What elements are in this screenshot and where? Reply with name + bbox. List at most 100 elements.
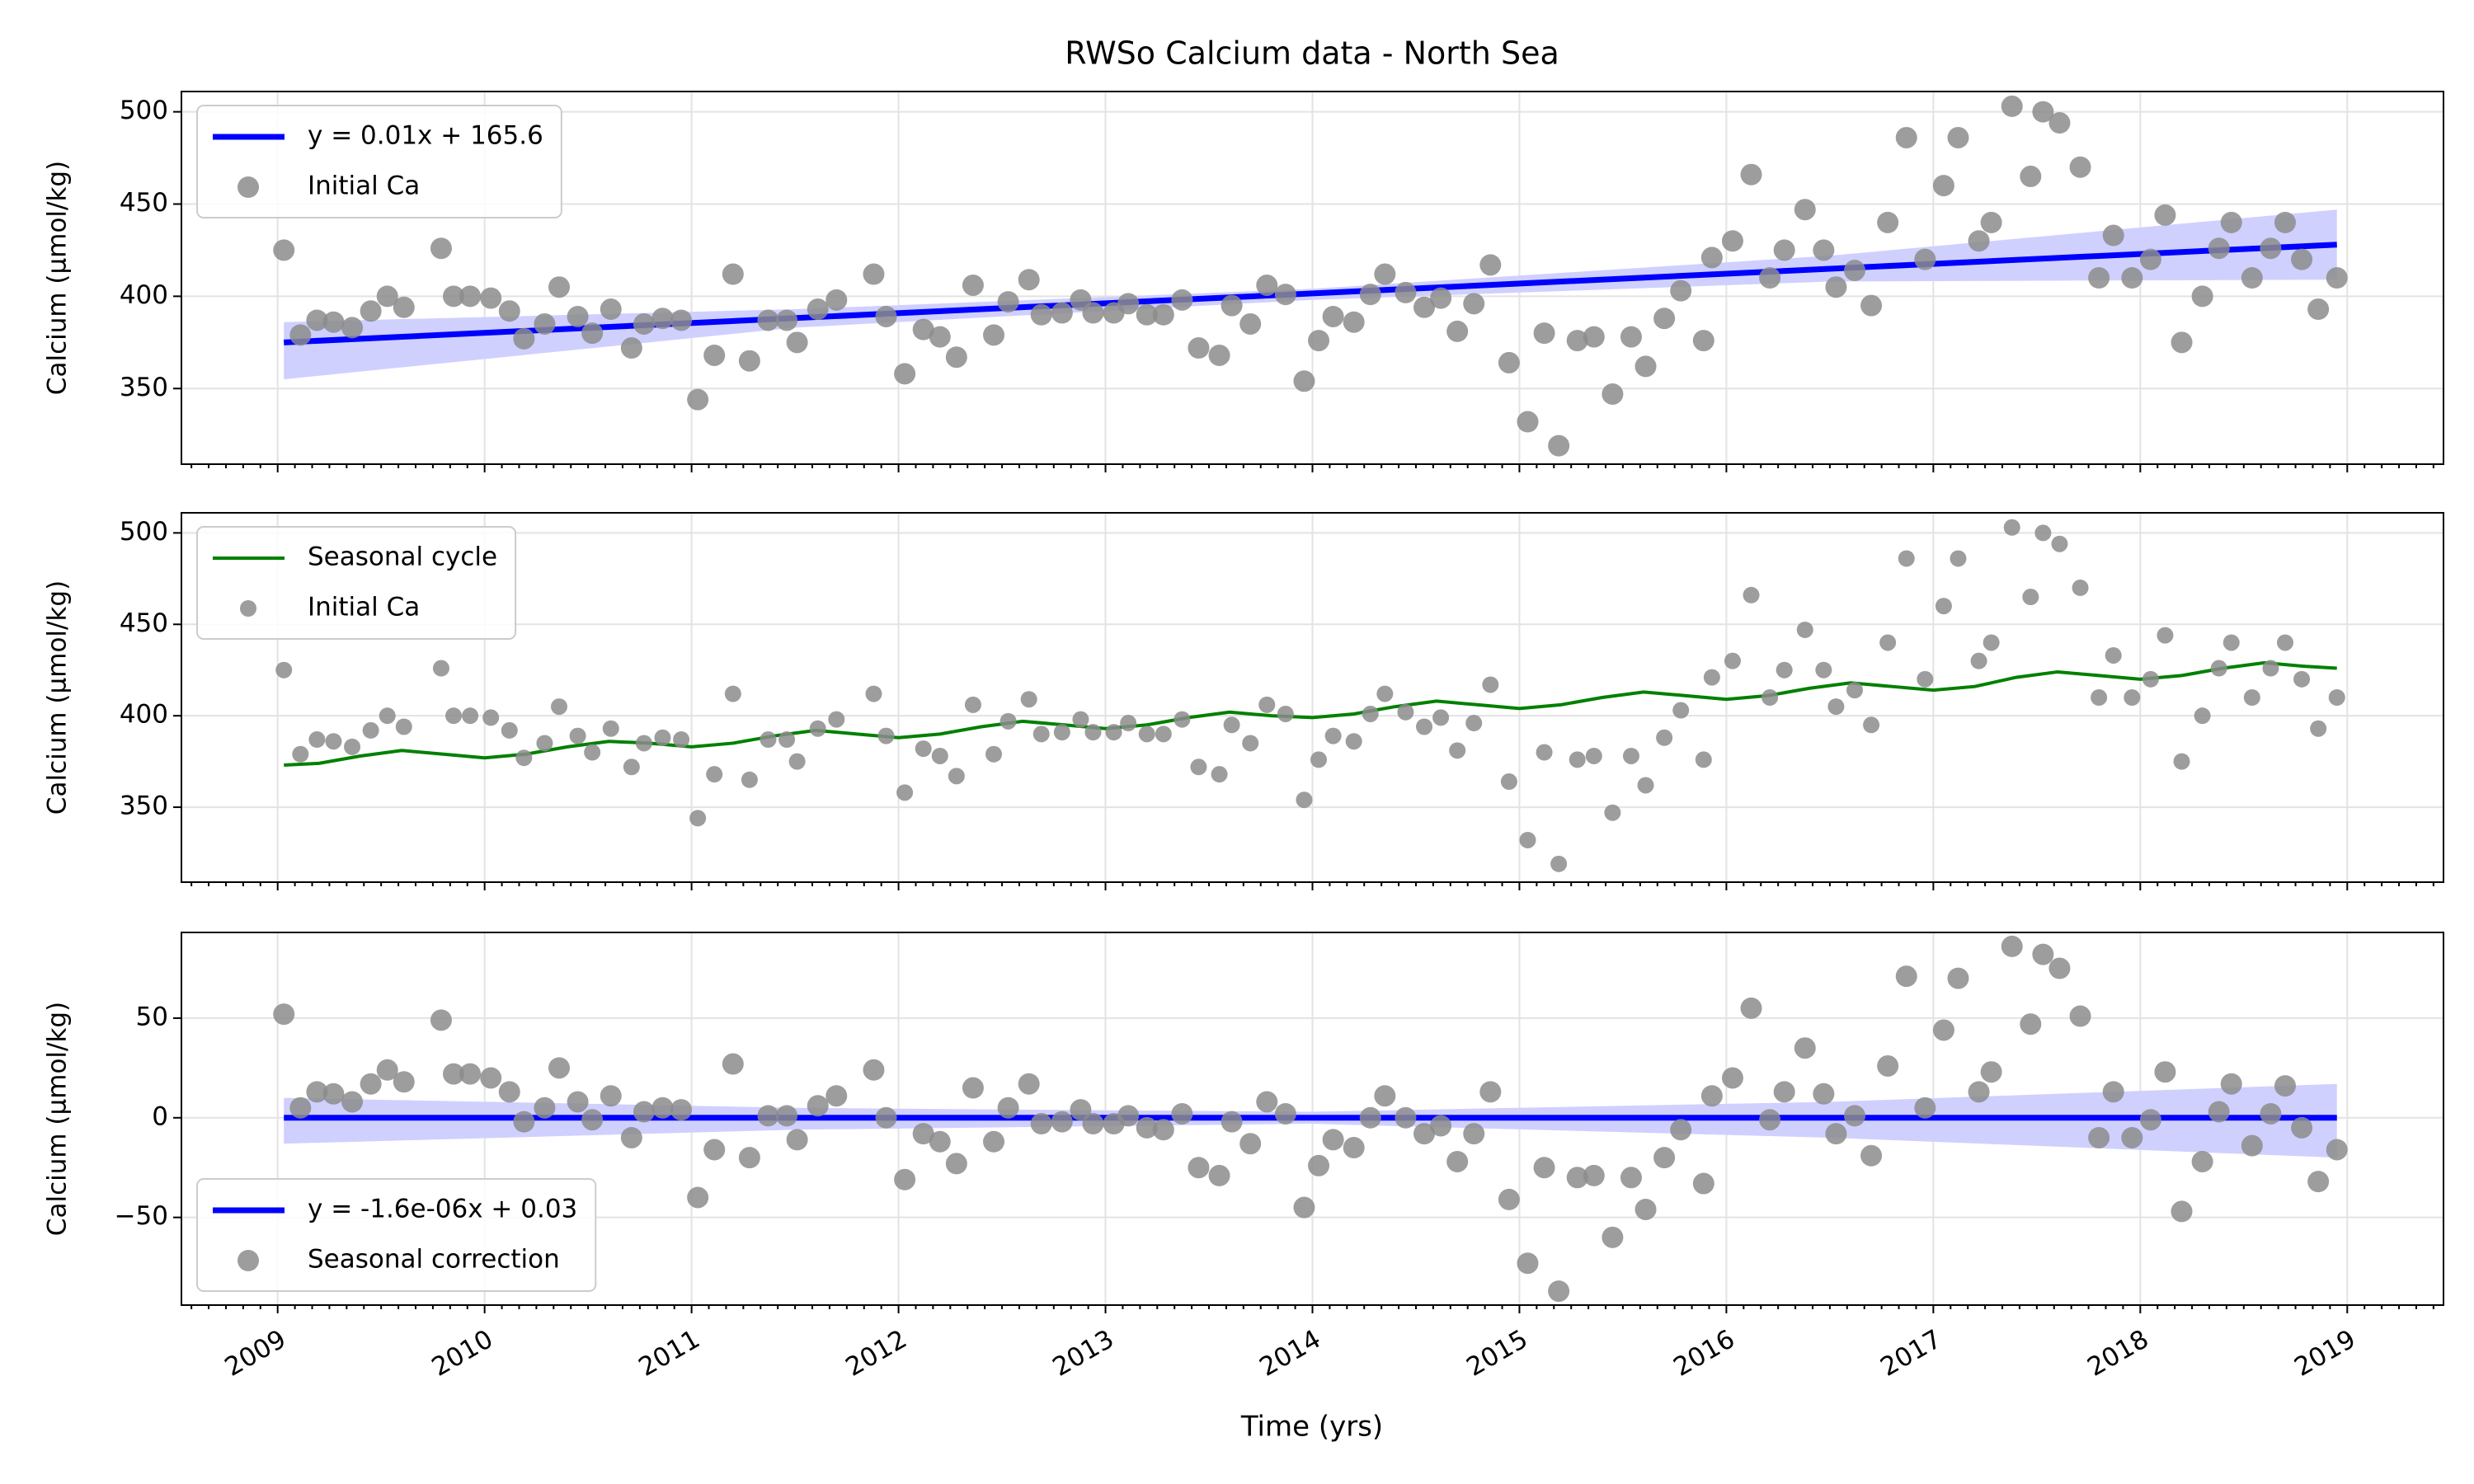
data-point	[929, 326, 951, 348]
data-point	[2088, 267, 2110, 289]
data-point	[1700, 1085, 1723, 1107]
data-point	[306, 1081, 328, 1103]
data-point	[1583, 1164, 1605, 1186]
legend-label: Seasonal cycle	[308, 542, 497, 572]
data-point	[430, 237, 452, 260]
data-point	[1082, 1113, 1104, 1135]
data-point	[1692, 330, 1714, 352]
data-point	[1692, 1172, 1714, 1195]
data-point	[2171, 1200, 2193, 1223]
data-point	[1188, 1157, 1210, 1179]
data-point	[1695, 751, 1712, 768]
data-point	[670, 1099, 693, 1121]
y-tick-label: 0	[152, 1101, 168, 1131]
data-point	[1548, 434, 1570, 457]
data-point	[703, 344, 726, 366]
data-point	[1376, 685, 1394, 702]
data-point	[1970, 652, 1987, 669]
y-axis-label: Calcium (µmol/kg)	[43, 580, 73, 815]
data-point	[786, 331, 808, 354]
data-point	[379, 707, 396, 725]
data-point	[501, 721, 518, 739]
data-point	[1208, 344, 1230, 366]
data-point	[584, 744, 601, 761]
data-point	[1256, 1091, 1278, 1113]
data-point	[865, 685, 882, 702]
data-point	[2020, 1013, 2042, 1036]
data-point	[1517, 1252, 1539, 1275]
data-point	[1602, 383, 1624, 405]
data-point	[1536, 744, 1553, 761]
data-point	[498, 300, 520, 322]
data-point	[498, 1081, 520, 1103]
legend-label: Initial Ca	[308, 171, 420, 201]
data-point	[1620, 1167, 1642, 1189]
data-point	[1152, 1119, 1174, 1141]
legend-box	[196, 105, 562, 218]
data-point	[1258, 696, 1276, 713]
data-point	[2032, 101, 2054, 123]
data-point	[1322, 305, 1344, 327]
data-point	[2069, 156, 2091, 178]
data-point	[1827, 698, 1845, 716]
data-point	[2241, 1134, 2263, 1157]
data-point	[567, 1091, 589, 1113]
data-point	[633, 1101, 655, 1123]
data-point	[654, 729, 671, 746]
data-point	[1721, 230, 1743, 252]
data-point	[344, 738, 361, 755]
data-point	[395, 718, 412, 735]
data-point	[1585, 747, 1602, 764]
data-point	[2291, 248, 2313, 270]
data-point	[1637, 777, 1654, 794]
data-point	[2274, 211, 2297, 233]
data-point	[536, 735, 553, 752]
data-point	[807, 1095, 829, 1117]
y-tick-label: 350	[120, 791, 168, 821]
data-point	[2142, 670, 2159, 688]
data-point	[807, 298, 829, 321]
data-point	[1670, 279, 1692, 302]
data-point	[325, 733, 342, 750]
data-point	[2326, 1139, 2348, 1161]
data-point	[1324, 727, 1342, 744]
legend-box	[196, 1178, 597, 1292]
plot-area	[181, 513, 2443, 882]
line-series	[284, 660, 2337, 768]
data-point	[1634, 355, 1657, 378]
data-point	[2051, 535, 2068, 552]
y-tick-label: 50	[136, 1002, 168, 1031]
y-tick-label: −50	[115, 1201, 168, 1231]
data-point	[2310, 720, 2327, 737]
data-point	[1519, 831, 1536, 848]
data-point	[1239, 1133, 1262, 1155]
data-point	[2124, 689, 2141, 706]
data-point	[513, 327, 535, 350]
data-point	[341, 317, 364, 339]
data-point	[1117, 293, 1140, 315]
data-point	[1051, 1111, 1073, 1133]
data-point	[1053, 724, 1070, 741]
data-point	[322, 311, 345, 333]
data-point	[1602, 1226, 1624, 1248]
data-point	[706, 766, 723, 783]
data-point	[2326, 267, 2348, 289]
data-point	[1136, 303, 1158, 326]
data-point	[1825, 276, 1847, 298]
axes-frame	[181, 932, 2444, 1306]
data-point	[1703, 669, 1720, 686]
data-point	[1223, 716, 1240, 734]
data-point	[2001, 935, 2023, 957]
data-point	[1846, 682, 1864, 699]
data-point	[1898, 550, 1915, 567]
data-point	[1980, 211, 2002, 233]
data-point	[1345, 733, 1362, 750]
data-point	[1362, 705, 1379, 722]
data-point	[635, 735, 652, 752]
data-point	[322, 1082, 345, 1105]
data-point	[1776, 661, 1793, 679]
data-point	[1844, 260, 1866, 282]
data-point	[2069, 1005, 2091, 1027]
